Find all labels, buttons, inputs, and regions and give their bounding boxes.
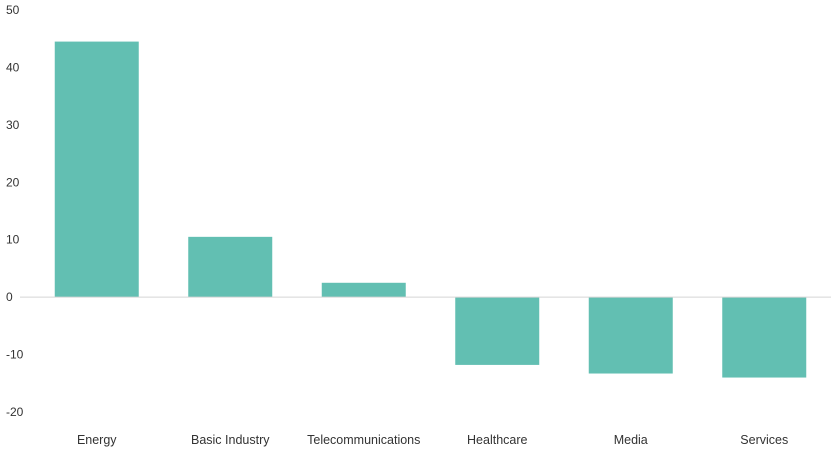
x-category-label: Energy [77,433,117,447]
x-axis: Energy Basic Industry Telecommunications He… [77,433,788,447]
x-category-label: Services [740,433,788,447]
y-tick-label: -10 [6,348,24,362]
bar-energy [54,41,139,298]
x-category-label: Media [614,433,648,447]
x-category-label: Basic Industry [191,433,270,447]
y-tick-label: 20 [6,175,20,189]
x-category-label: Telecommunications [307,433,420,447]
y-tick-label: 10 [6,233,20,247]
bars [54,41,807,378]
bar-basic-industry [188,236,273,298]
bar-media [588,297,673,374]
bar-telecommunications [321,282,406,298]
x-category-label: Healthcare [467,433,527,447]
y-tick-label: -20 [6,405,24,419]
y-tick-label: 0 [6,290,13,304]
bar-services [722,297,807,378]
bar-healthcare [455,297,540,365]
y-tick-label: 50 [6,3,20,17]
y-tick-label: 30 [6,118,20,132]
y-tick-label: 40 [6,60,20,74]
y-axis: -20 -10 0 10 20 30 40 50 [6,3,24,419]
